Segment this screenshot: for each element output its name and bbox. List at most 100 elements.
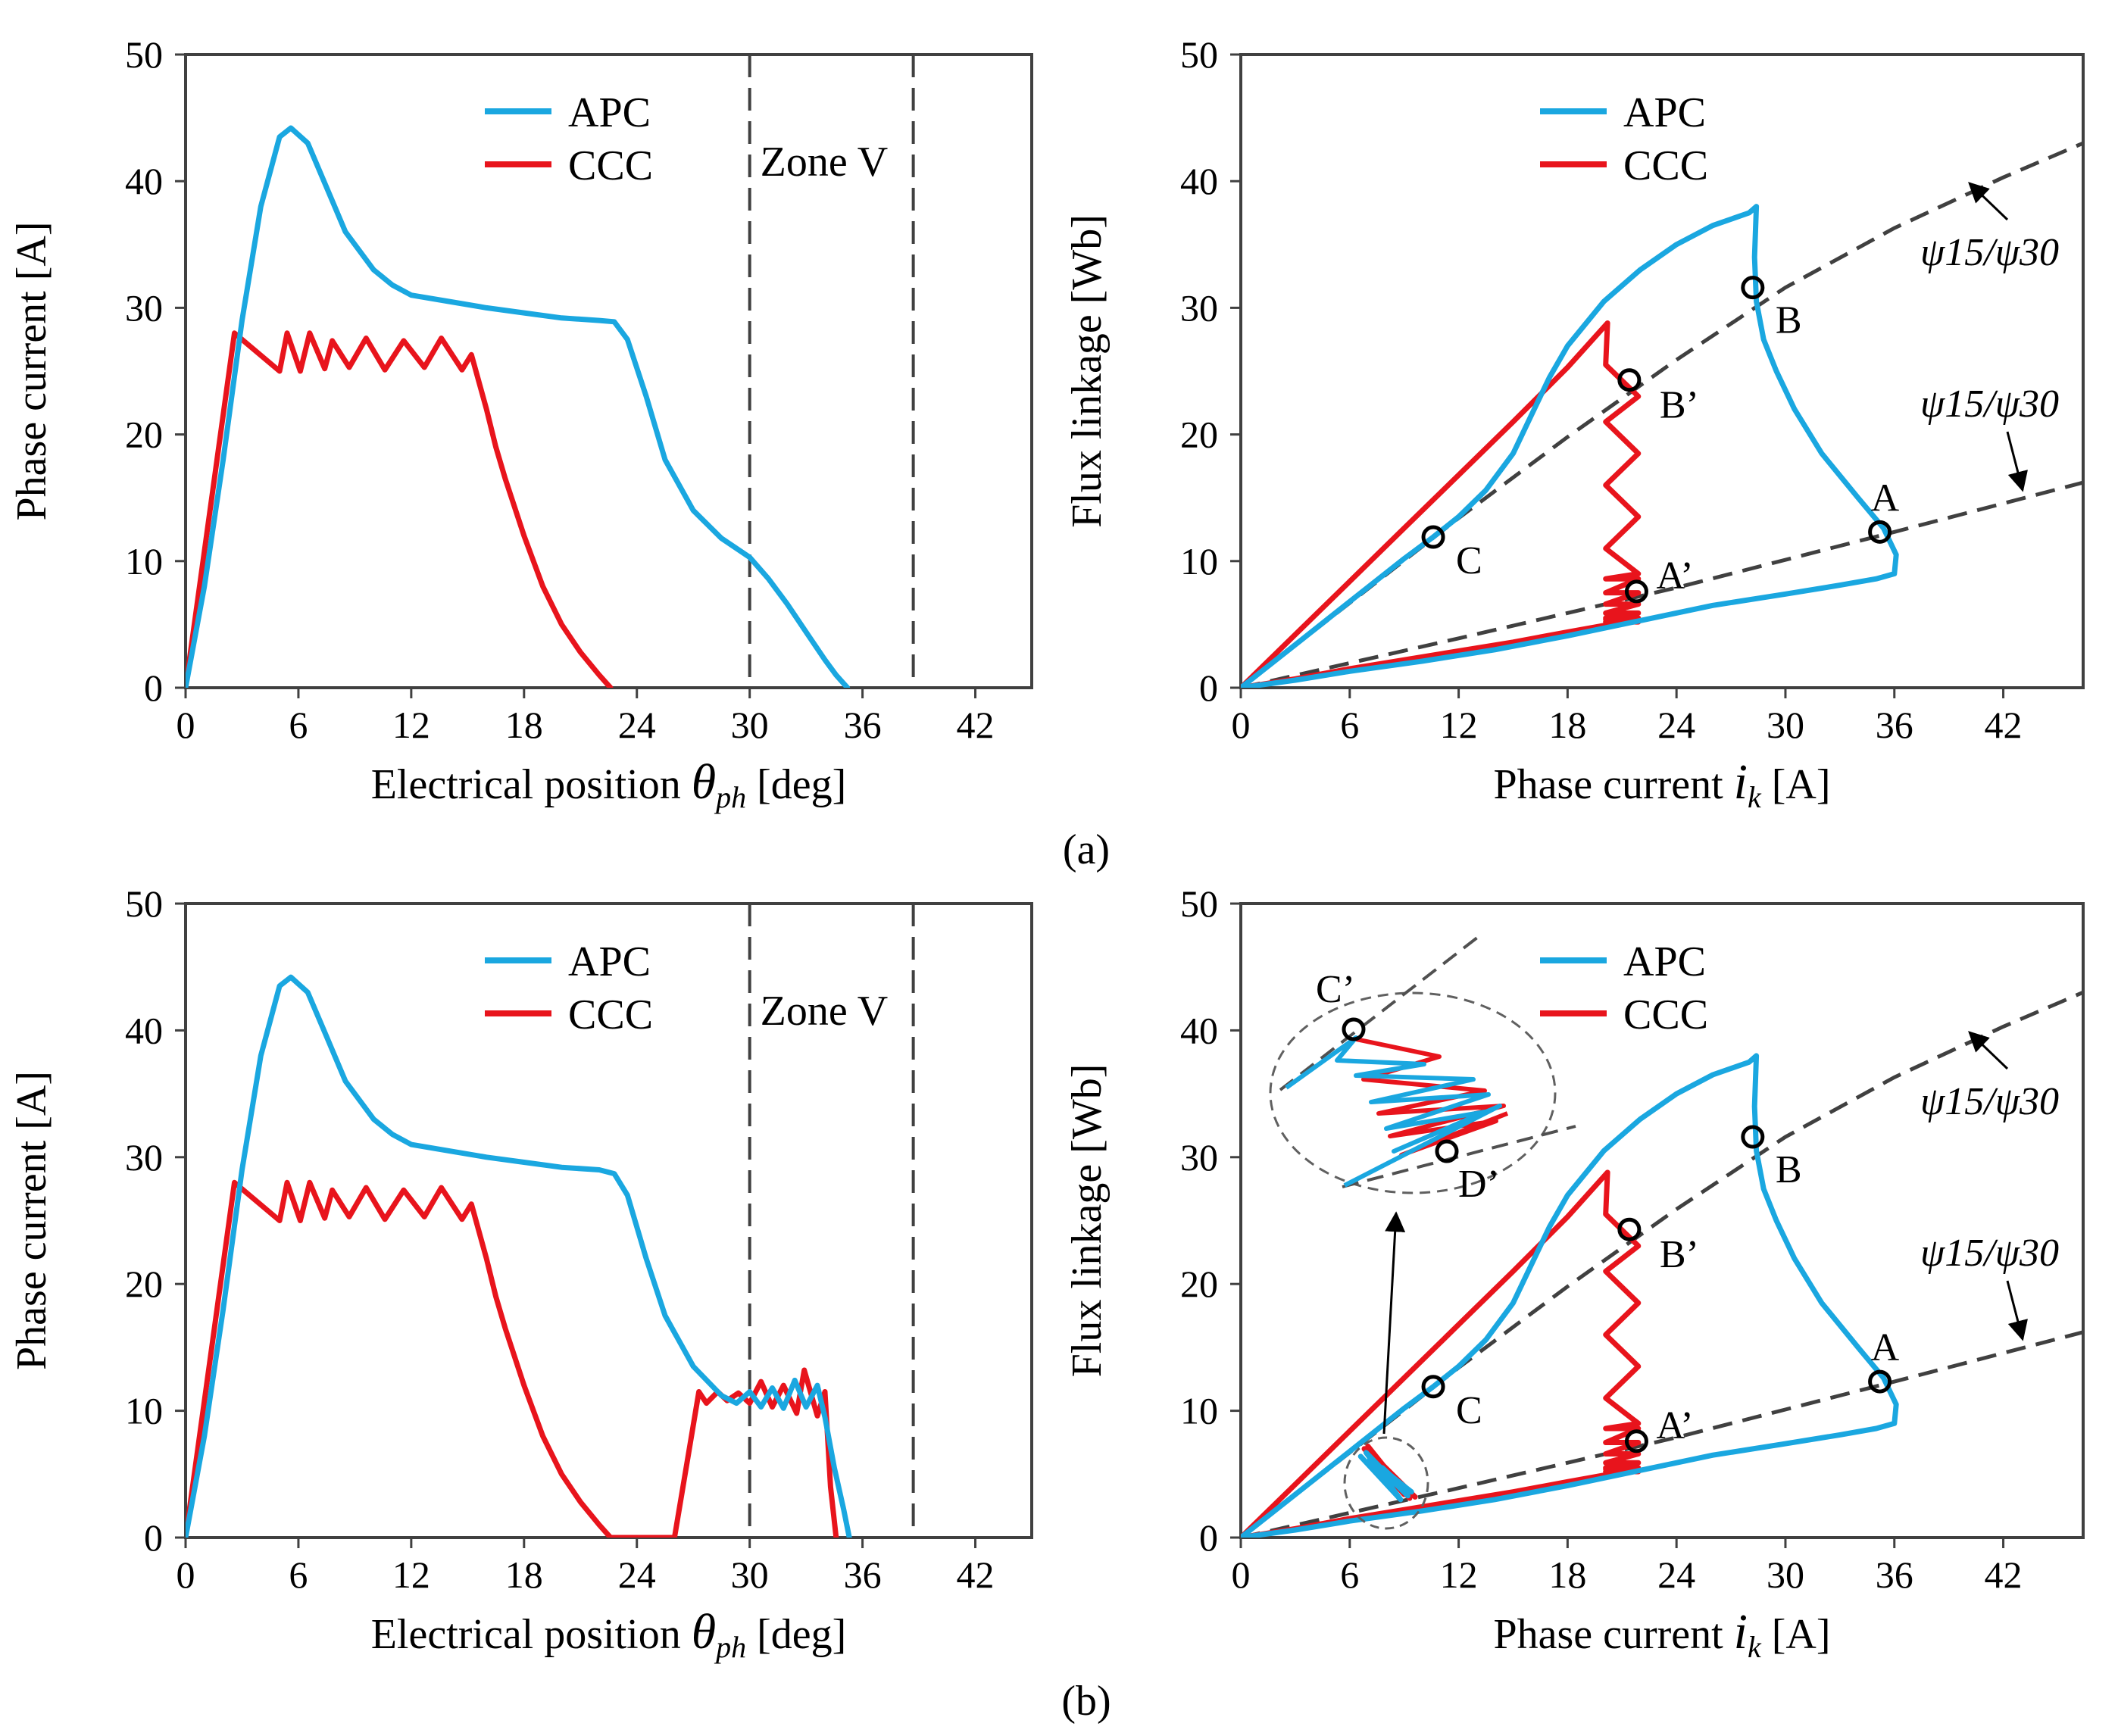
operating-point-marker <box>1868 520 1892 544</box>
operating-point-label: B <box>1776 1148 1802 1191</box>
x-tick-label: 18 <box>505 704 543 746</box>
series-line-apc <box>186 974 852 1538</box>
y-tick-label: 40 <box>125 1009 163 1051</box>
y-axis-label: Phase current [A] <box>8 222 55 521</box>
legend-label: APC <box>568 89 651 136</box>
y-tick-label: 30 <box>125 1136 163 1179</box>
x-tick-label: 12 <box>392 704 430 746</box>
x-tick-label: 42 <box>1985 1553 2023 1596</box>
y-tick-label: 30 <box>1180 1136 1218 1179</box>
x-tick-label: 36 <box>1876 704 1913 746</box>
reference-curve-arrow <box>2006 431 2028 492</box>
x-tick-label: 0 <box>1232 1553 1251 1596</box>
y-axis-label: Flux linkage [Wb] <box>1064 214 1111 528</box>
reference-curve-label: ψ15/ψ30 <box>1920 1080 2059 1123</box>
x-tick-label: 6 <box>289 704 308 746</box>
x-tick-label: 36 <box>1876 1553 1913 1596</box>
operating-point-label: C <box>1456 1389 1482 1432</box>
x-tick-label: 0 <box>176 704 195 746</box>
x-tick-label: 42 <box>957 1553 995 1596</box>
inset-marker-label: D’ <box>1458 1163 1500 1206</box>
x-axis-label: Phase current ik [A] <box>1493 754 1830 814</box>
x-tick-label: 0 <box>1232 704 1251 746</box>
inset-arrow <box>1382 1211 1406 1435</box>
zone-label: Zone V <box>761 988 889 1035</box>
y-tick-label: 10 <box>1180 1390 1218 1432</box>
x-tick-label: 36 <box>844 1553 882 1596</box>
y-tick-label: 0 <box>144 1516 163 1559</box>
y-axis-label: Flux linkage [Wb] <box>1064 1064 1111 1378</box>
x-axis-label: Phase current ik [A] <box>1493 1604 1830 1664</box>
operating-point-label: C <box>1456 539 1482 582</box>
reference-curve <box>1241 1330 2083 1538</box>
legend-label: CCC <box>568 142 653 189</box>
operating-point-marker <box>1421 1375 1445 1399</box>
inset-lower-curve <box>1342 1125 1576 1188</box>
x-tick-label: 24 <box>618 1553 656 1596</box>
zoom-inset: C’ D’ <box>1269 936 1576 1530</box>
y-tick-label: 40 <box>1180 160 1218 202</box>
inset-apc-trace <box>1285 1035 1502 1188</box>
y-axis-label: Phase current [A] <box>8 1071 55 1370</box>
operating-point-label: B <box>1776 299 1802 342</box>
operating-point-marker <box>1868 1369 1892 1394</box>
plot-area <box>186 904 915 1538</box>
x-tick-label: 30 <box>1767 1553 1804 1596</box>
x-tick-label: 24 <box>1657 1553 1695 1596</box>
y-tick-label: 20 <box>1180 1263 1218 1305</box>
y-tick-label: 0 <box>1199 1516 1218 1559</box>
series-line-apc <box>1241 204 1899 688</box>
reference-curve <box>1241 480 2083 688</box>
x-tick-label: 30 <box>731 704 769 746</box>
y-tick-label: 0 <box>144 667 163 709</box>
y-tick-label: 50 <box>125 882 163 925</box>
operating-point-marker <box>1421 525 1445 549</box>
x-tick-label: 18 <box>505 1553 543 1596</box>
zone-label: Zone V <box>761 139 889 186</box>
x-tick-label: 18 <box>1548 1553 1586 1596</box>
y-tick-label: 50 <box>1180 33 1218 76</box>
operating-point-label: B’ <box>1660 384 1699 427</box>
inset-source-region <box>1343 1436 1429 1530</box>
caption-b: (b) <box>1061 1678 1111 1725</box>
y-tick-label: 10 <box>125 540 163 582</box>
series-line-ccc <box>186 1179 839 1538</box>
plot-area <box>186 55 915 688</box>
x-tick-label: 6 <box>289 1553 308 1596</box>
reference-curve-label: ψ15/ψ30 <box>1920 382 2059 426</box>
operating-point-label: A’ <box>1656 554 1693 598</box>
x-tick-label: 36 <box>844 704 882 746</box>
x-axis-label: Electrical position θph [deg] <box>371 754 847 814</box>
operating-point-marker <box>1624 579 1648 604</box>
y-tick-label: 30 <box>1180 286 1218 329</box>
y-tick-label: 30 <box>125 286 163 329</box>
reference-curve-label: ψ15/ψ30 <box>1920 1232 2059 1275</box>
y-tick-label: 40 <box>125 160 163 202</box>
legend-label: APC <box>1623 938 1706 985</box>
panel-a-left: 0 6 12 18 24 30 36 42 0 10 20 30 40 50 Electrical posi… <box>8 33 1033 814</box>
x-tick-label: 18 <box>1548 704 1586 746</box>
operating-point-label: A <box>1871 1326 1900 1369</box>
x-tick-label: 30 <box>1767 704 1804 746</box>
x-tick-label: 42 <box>1985 704 2023 746</box>
x-tick-label: 12 <box>392 1553 430 1596</box>
reference-curve-arrow <box>2006 1280 2028 1341</box>
series-line-apc <box>1241 1053 1899 1538</box>
x-axis-label: Electrical position θph [deg] <box>371 1604 847 1664</box>
plot-area <box>1241 990 2083 1538</box>
operating-point-label: A <box>1871 476 1900 520</box>
legend-label: CCC <box>1623 991 1708 1038</box>
series-line-ccc <box>186 330 614 688</box>
x-tick-label: 6 <box>1340 704 1359 746</box>
reference-curve-arrow <box>1968 182 2009 221</box>
y-tick-label: 20 <box>1180 414 1218 456</box>
operating-point-marker <box>1617 1217 1642 1241</box>
caption-a: (a) <box>1063 826 1110 873</box>
plot-frame <box>1239 53 2085 689</box>
y-tick-label: 10 <box>1180 540 1218 582</box>
legend-label: CCC <box>1623 142 1708 189</box>
x-tick-label: 24 <box>618 704 656 746</box>
inset-upper-curve <box>1279 936 1479 1091</box>
x-tick-label: 42 <box>957 704 995 746</box>
